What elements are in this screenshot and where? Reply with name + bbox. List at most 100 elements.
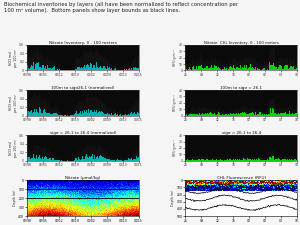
Bar <box>222 110 223 116</box>
Bar <box>280 107 281 116</box>
Bar <box>51 160 52 161</box>
Bar <box>93 56 94 70</box>
Bar <box>258 155 259 161</box>
Bar <box>244 113 245 116</box>
Bar <box>124 113 125 116</box>
Bar <box>96 49 97 70</box>
Bar <box>75 64 76 70</box>
Bar <box>28 58 29 70</box>
Bar <box>134 153 135 161</box>
Bar <box>245 106 246 116</box>
Bar <box>224 160 225 161</box>
Bar <box>120 110 121 116</box>
Bar <box>266 160 267 161</box>
Bar <box>48 101 49 116</box>
Bar <box>240 108 241 116</box>
Bar <box>284 113 285 116</box>
Bar <box>260 64 261 70</box>
Bar <box>45 155 46 161</box>
Bar <box>132 109 133 116</box>
Bar <box>46 57 47 70</box>
Bar <box>79 101 80 116</box>
Bar <box>279 159 280 161</box>
Bar <box>118 67 119 70</box>
Bar <box>223 69 224 70</box>
Bar <box>240 65 241 70</box>
Bar <box>85 150 86 161</box>
Bar <box>212 114 213 116</box>
Bar <box>209 109 210 116</box>
Bar <box>27 157 28 161</box>
Bar <box>289 160 290 161</box>
Bar <box>113 110 114 116</box>
Bar <box>101 148 102 161</box>
Bar <box>53 158 54 161</box>
Bar <box>235 157 236 161</box>
Bar <box>33 112 34 116</box>
Bar <box>237 67 238 70</box>
Bar <box>233 109 234 116</box>
Bar <box>111 160 112 161</box>
Bar <box>281 112 282 116</box>
Bar <box>115 159 116 161</box>
Bar <box>43 56 44 70</box>
Bar <box>106 58 107 70</box>
Bar <box>126 115 127 116</box>
Bar <box>284 60 285 70</box>
Bar <box>237 156 238 161</box>
Bar <box>137 100 138 116</box>
Bar <box>252 108 253 116</box>
Bar <box>292 68 293 70</box>
Bar <box>255 109 256 116</box>
Bar <box>267 158 268 161</box>
Bar <box>58 156 59 161</box>
Bar <box>86 53 87 70</box>
Bar <box>44 148 45 161</box>
Bar <box>285 108 286 116</box>
Bar <box>42 102 43 116</box>
Y-axis label: RFU g m⁻³: RFU g m⁻³ <box>173 50 177 66</box>
Bar <box>222 114 223 116</box>
Bar <box>90 97 91 116</box>
Bar <box>64 115 65 116</box>
Bar <box>94 112 95 116</box>
Bar <box>186 67 187 70</box>
Bar <box>275 68 276 70</box>
Bar <box>107 60 108 70</box>
Bar <box>41 68 42 70</box>
Bar <box>237 114 238 116</box>
Bar <box>213 68 214 70</box>
Bar <box>187 63 188 70</box>
Bar <box>41 98 42 116</box>
Bar <box>206 59 207 70</box>
Bar <box>128 114 129 116</box>
Bar <box>215 156 216 161</box>
Bar <box>51 60 52 70</box>
Bar <box>240 156 241 161</box>
Bar <box>240 60 241 70</box>
Bar <box>62 115 63 116</box>
Bar <box>260 112 261 116</box>
Bar <box>65 115 66 116</box>
Bar <box>107 113 108 116</box>
Bar <box>124 67 125 70</box>
Bar <box>214 158 215 161</box>
Bar <box>283 113 284 116</box>
Bar <box>77 154 78 161</box>
Bar <box>294 112 295 116</box>
Bar <box>124 115 125 116</box>
Bar <box>186 160 187 161</box>
Bar <box>106 69 107 70</box>
Bar <box>292 113 293 116</box>
Bar <box>135 59 136 70</box>
Bar <box>203 108 204 116</box>
Bar <box>207 156 208 161</box>
Bar <box>190 114 191 116</box>
Bar <box>37 148 38 161</box>
Bar <box>133 60 134 70</box>
Bar <box>226 110 227 116</box>
Bar <box>31 110 32 116</box>
Bar <box>98 101 99 116</box>
Bar <box>30 152 31 161</box>
Bar <box>59 115 60 116</box>
